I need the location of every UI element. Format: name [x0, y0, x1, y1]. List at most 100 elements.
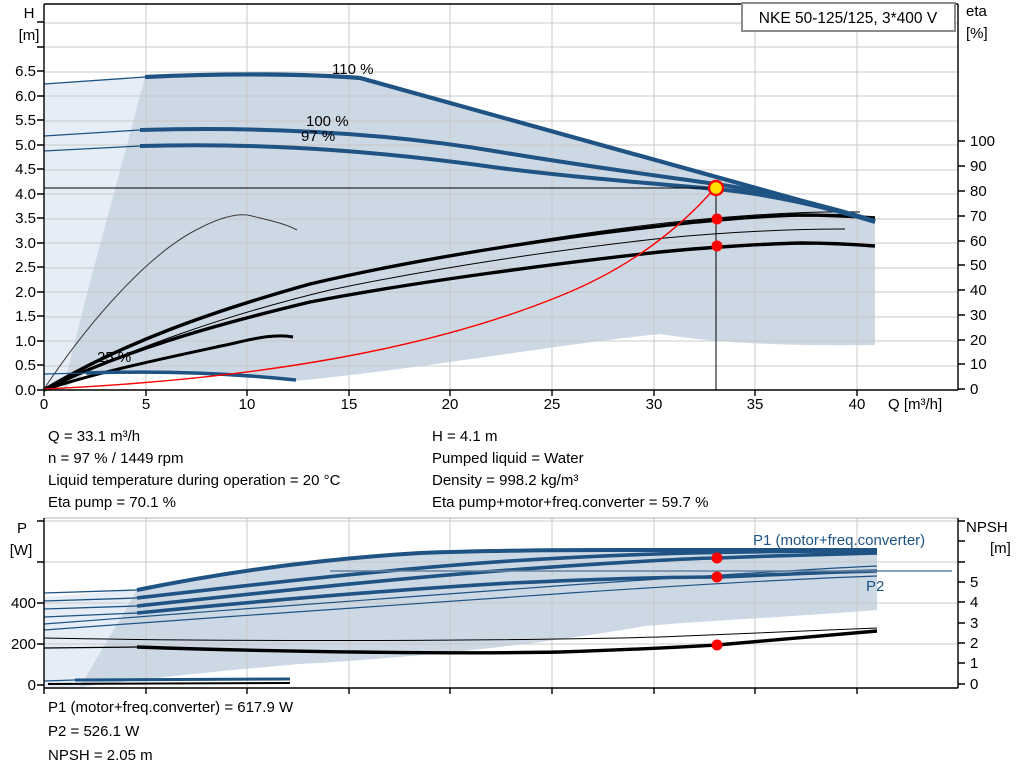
- eta-tick: 0: [970, 381, 978, 398]
- speed-curve-100-thin-ext: [43, 129, 141, 137]
- h-tick: 1.5: [15, 308, 36, 325]
- q-axis-ticks-bottom: [43, 688, 858, 694]
- npsh-tick: 0: [970, 676, 978, 693]
- npsh-thin-ext: [43, 646, 138, 649]
- h-tick: 1.0: [15, 333, 36, 350]
- result-n: n = 97 % / 1449 rpm: [48, 450, 184, 467]
- p1-curve-100: [136, 549, 878, 600]
- q-tick: 25: [544, 396, 561, 413]
- h-axis-unit: [m]: [19, 27, 40, 44]
- operating-envelope-region: [63, 74, 875, 390]
- result-liquid-temp: Liquid temperature during operation = 20…: [48, 472, 341, 489]
- eta-axis-unit: [%]: [966, 25, 988, 42]
- eta-pump-thin-curve-b: [45, 228, 846, 391]
- eta-axis-title: eta: [966, 3, 988, 20]
- npsh-duty-dot: [711, 639, 723, 651]
- eta-axis-ticks: [958, 140, 965, 390]
- npsh-axis-unit: [m]: [990, 540, 1011, 557]
- npsh-tick: 1: [970, 655, 978, 672]
- speed-curve-97-thin-ext: [43, 145, 141, 152]
- eta-tick: 40: [970, 282, 987, 299]
- eta-tick: 50: [970, 257, 987, 274]
- h-tick: 3.5: [15, 210, 36, 227]
- q-axis-ticks: [43, 390, 858, 396]
- p-tick: 0: [28, 677, 36, 694]
- npsh-tick: 5: [970, 574, 978, 591]
- result-p2: P2 = 526.1 W: [48, 723, 140, 740]
- eta-tick: 100: [970, 133, 995, 150]
- h-tick: 0.5: [15, 357, 36, 374]
- p-curve-25-black: [47, 682, 291, 685]
- h-tick: 0.0: [15, 382, 36, 399]
- eta-total-curve: [43, 241, 876, 392]
- result-npsh: NPSH = 2.05 m: [48, 747, 153, 764]
- speed-curve-25: [85, 370, 297, 382]
- p-curve-thin-exts: [43, 589, 138, 682]
- duty-point-marker[interactable]: [707, 179, 725, 197]
- duty-results-block: Q = 33.1 m³/h n = 97 % / 1449 rpm Liquid…: [48, 428, 708, 511]
- eta-tick: 80: [970, 183, 987, 200]
- eta-total-duty-dot: [711, 240, 723, 252]
- q-axis-tick-labels: 0 5 10 15 20 25 30 35 40 Q [m³/h]: [40, 396, 942, 413]
- q-tick: 20: [442, 396, 459, 413]
- q-tick: 0: [40, 396, 48, 413]
- speed-label-110: 110 %: [332, 61, 373, 78]
- npsh-thin-curve: [43, 627, 878, 642]
- eta-tick: 20: [970, 332, 987, 349]
- q-axis-title: Q [m³/h]: [888, 396, 942, 413]
- eta-arc-thin-curve: [43, 214, 298, 390]
- speed-curve-110-thin-ext: [43, 76, 146, 85]
- q-tick: 30: [646, 396, 663, 413]
- p2-curve-97: [136, 569, 878, 615]
- speed-label-100: 100 %: [306, 113, 349, 130]
- p-curve-25-blue: [74, 677, 291, 682]
- npsh-tick: 4: [970, 594, 978, 611]
- system-curve: [43, 188, 715, 390]
- power-envelope-region: [80, 549, 877, 687]
- eta-25pct-curve: [43, 334, 294, 392]
- p-tick: 400: [11, 595, 36, 612]
- eta-tick: 60: [970, 233, 987, 250]
- h-tick: 5.0: [15, 137, 36, 154]
- h-axis-tick-labels: 0.0 0.5 1.0 1.5 2.0 2.5 3.0 3.5 4.0 4.5 …: [15, 63, 36, 399]
- p-axis-title: P: [17, 520, 27, 537]
- h-tick: 4.0: [15, 186, 36, 203]
- p2-duty-dot: [711, 571, 723, 583]
- eta-tick: 90: [970, 158, 987, 175]
- h-tick: 6.5: [15, 63, 36, 80]
- h-tick: 2.5: [15, 259, 36, 276]
- result-pumped-liquid: Pumped liquid = Water: [432, 450, 584, 467]
- p2-curve-label: P2: [866, 578, 884, 595]
- h-axis-ticks: [37, 21, 44, 391]
- h-tick: 5.5: [15, 112, 36, 129]
- h-tick: 2.0: [15, 284, 36, 301]
- h-axis-title: H: [24, 5, 35, 22]
- p-axis-unit: [W]: [10, 542, 33, 559]
- speed-curve-97: [139, 143, 876, 224]
- eta-tick: 10: [970, 356, 987, 373]
- result-eta-total: Eta pump+motor+freq.converter = 59.7 %: [432, 494, 708, 511]
- eta-pump-duty-dot: [711, 213, 723, 225]
- speed-curve-25-thin-ext: [43, 372, 87, 375]
- result-p1: P1 (motor+freq.converter) = 617.9 W: [48, 699, 294, 716]
- npsh-axis-title: NPSH: [966, 519, 1008, 536]
- result-eta-pump: Eta pump = 70.1 %: [48, 494, 176, 511]
- p-axis-ticks: [37, 520, 44, 686]
- h-tick: 4.5: [15, 161, 36, 178]
- p2-thin-curve-b: [43, 575, 878, 631]
- power-results-block: P1 (motor+freq.converter) = 617.9 W P2 =…: [48, 699, 294, 764]
- result-density: Density = 998.2 kg/m³: [432, 472, 578, 489]
- p-axis-tick-labels: 0 200 400: [11, 595, 36, 694]
- speed-label-97: 97 %: [301, 128, 335, 145]
- q-tick: 35: [747, 396, 764, 413]
- npsh-axis-ticks: [958, 520, 965, 685]
- h-tick: 6.0: [15, 88, 36, 105]
- pump-title-box: [741, 2, 956, 32]
- speed-label-25: 25 %: [97, 349, 131, 366]
- h-tick: 3.0: [15, 235, 36, 252]
- p1-curve-97: [136, 551, 878, 608]
- vertical-gridlines: [145, 4, 858, 390]
- eta-tick: 70: [970, 208, 987, 225]
- power-npsh-chart: 0 200 400 0 1 2 3 4 5 P [W] NPSH [m] P1 …: [10, 517, 1011, 694]
- head-chart: 0.0 0.5 1.0 1.5 2.0 2.5 3.0 3.5 4.0 4.5 …: [15, 2, 995, 413]
